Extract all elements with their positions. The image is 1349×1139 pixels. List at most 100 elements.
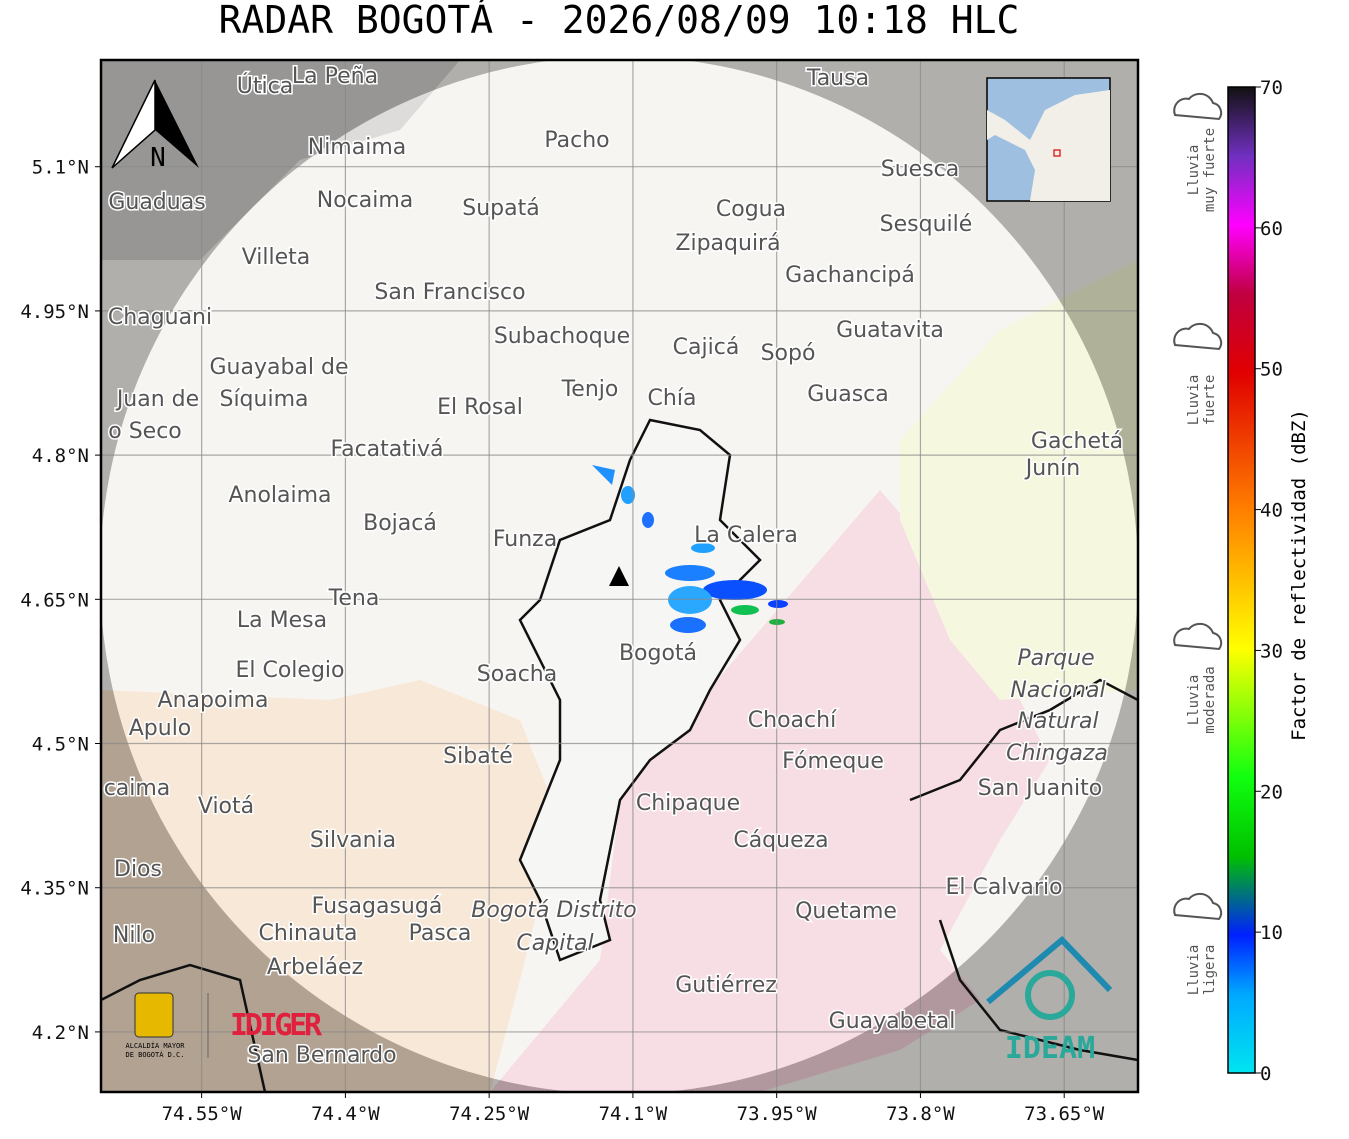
colorbar-tick-label: 70 — [1260, 77, 1283, 99]
rain-level-label: moderada — [1202, 666, 1218, 733]
place-label: Síquima — [219, 387, 308, 412]
place-label: Facatativá — [330, 437, 443, 462]
place-label: Arbeláez — [267, 955, 363, 980]
y-tick-label: 4.65°N — [20, 589, 89, 611]
place-label: San Bernardo — [247, 1043, 396, 1068]
colorbar-tick-label: 20 — [1260, 781, 1283, 803]
place-label: Chinauta — [259, 921, 358, 946]
place-label: Soacha — [477, 662, 557, 687]
place-label: Guayabal de — [209, 355, 348, 380]
alcaldia-line-1: ALCALDÍA MAYOR — [125, 1041, 185, 1050]
place-label: Gachancipá — [785, 263, 915, 288]
title: RADAR BOGOTÁ - 2026/08/09 10:18 HLC — [219, 0, 1020, 42]
x-tick-label: 73.95°W — [737, 1103, 818, 1125]
place-label: Anapoima — [158, 688, 269, 713]
place-label: Chaguani — [108, 305, 212, 330]
place-label: Nilo — [113, 923, 155, 948]
rain-level-label: ligera — [1202, 945, 1218, 996]
graticule — [101, 60, 1138, 1092]
colorbar-label: Factor de reflectividad (dBZ) — [1288, 409, 1310, 741]
place-label: Pacho — [544, 128, 609, 153]
rain-level-label: Lluvia — [1186, 675, 1202, 726]
place-label: Cajicá — [673, 335, 740, 360]
colorbar-tick-label: 30 — [1260, 640, 1283, 662]
place-label: Guatavita — [836, 318, 944, 343]
y-tick-label: 4.5°N — [32, 734, 89, 756]
colorbar-tick-label: 60 — [1260, 218, 1283, 240]
y-tick-label: 4.95°N — [20, 301, 89, 323]
rain-level-label: Lluvia — [1186, 375, 1202, 426]
rain-level-label: fuerte — [1202, 375, 1218, 426]
place-label: Bogotá — [619, 641, 697, 666]
place-label: Quetame — [795, 899, 897, 924]
logos: ALCALDÍA MAYOR DE BOGOTÁ D.C. IDIGER IDE… — [125, 935, 1113, 1066]
place-label: Juan de — [115, 387, 199, 412]
place-label: caima — [104, 776, 171, 801]
place-label: Villeta — [242, 245, 311, 270]
x-tick-label: 74.4°W — [311, 1103, 380, 1125]
region-east — [490, 490, 1050, 1092]
place-label: Choachí — [748, 708, 837, 733]
place-label: Chía — [648, 386, 697, 411]
place-label: Útica — [237, 73, 293, 99]
place-label: o Seco — [108, 419, 182, 444]
place-label: Tenjo — [561, 377, 619, 402]
place-label: La Mesa — [237, 608, 327, 633]
place-label: Anolaima — [228, 483, 331, 508]
place-label: Parque — [1017, 646, 1094, 671]
place-label: Guayabetal — [829, 1009, 956, 1034]
colorbar — [1227, 86, 1256, 1074]
place-label: La Calera — [694, 523, 798, 548]
colorbar-tick-label: 50 — [1260, 359, 1283, 381]
rain-icon — [1173, 92, 1223, 121]
place-label: San Francisco — [374, 280, 525, 305]
place-label: Guaduas — [108, 190, 205, 215]
x-tick-label: 74.1°W — [599, 1103, 668, 1125]
y-tick-label: 4.35°N — [20, 878, 89, 900]
rain-icon — [1173, 892, 1223, 921]
bogota-boundary — [518, 418, 762, 962]
inset-map — [986, 77, 1111, 202]
x-tick-label: 74.25°W — [449, 1103, 530, 1125]
x-tick-label: 73.65°W — [1024, 1103, 1105, 1125]
place-label: El Colegio — [235, 658, 344, 683]
x-tick-label: 73.8°W — [886, 1103, 955, 1125]
place-label: Subachoque — [494, 324, 630, 349]
colorbar-ticks: 0 10 20 30 40 50 60 70 — [1255, 77, 1283, 1085]
place-label: Nimaima — [308, 135, 407, 160]
place-label: Capital — [516, 931, 593, 956]
place-label: Dios — [114, 857, 162, 882]
place-label: Tena — [328, 586, 380, 611]
place-label: San Juanito — [978, 776, 1102, 801]
y-tick-label: 4.8°N — [32, 445, 89, 467]
place-label: Sopó — [761, 341, 816, 366]
rain-level-label: Lluvia — [1186, 145, 1202, 196]
place-label: Tausa — [806, 66, 869, 91]
place-label: Chipaque — [636, 791, 740, 816]
place-label: El Calvario — [945, 875, 1062, 900]
place-label: Bogotá Distrito — [471, 898, 636, 923]
place-label: Silvania — [310, 828, 396, 853]
place-label: Chingaza — [1006, 741, 1108, 766]
place-label: Funza — [493, 527, 557, 552]
radar-echoes — [592, 465, 788, 633]
place-label: Gachetá — [1031, 429, 1123, 454]
place-label: Sesquilé — [880, 212, 973, 237]
map-frame — [99, 58, 1140, 1094]
rain-level-label: Lluvia — [1186, 945, 1202, 996]
rain-icon — [1173, 322, 1223, 351]
place-label: Fómeque — [782, 749, 884, 774]
place-label: La Peña — [292, 64, 378, 89]
idiger-logo: IDIGER — [230, 1008, 323, 1043]
place-label: Gutiérrez — [675, 973, 777, 998]
place-label: El Rosal — [437, 395, 523, 420]
place-label: Junín — [1024, 456, 1080, 481]
north-label: N — [150, 143, 166, 173]
place-label: Apulo — [129, 716, 192, 741]
colorbar-tick-label: 0 — [1260, 1063, 1271, 1085]
